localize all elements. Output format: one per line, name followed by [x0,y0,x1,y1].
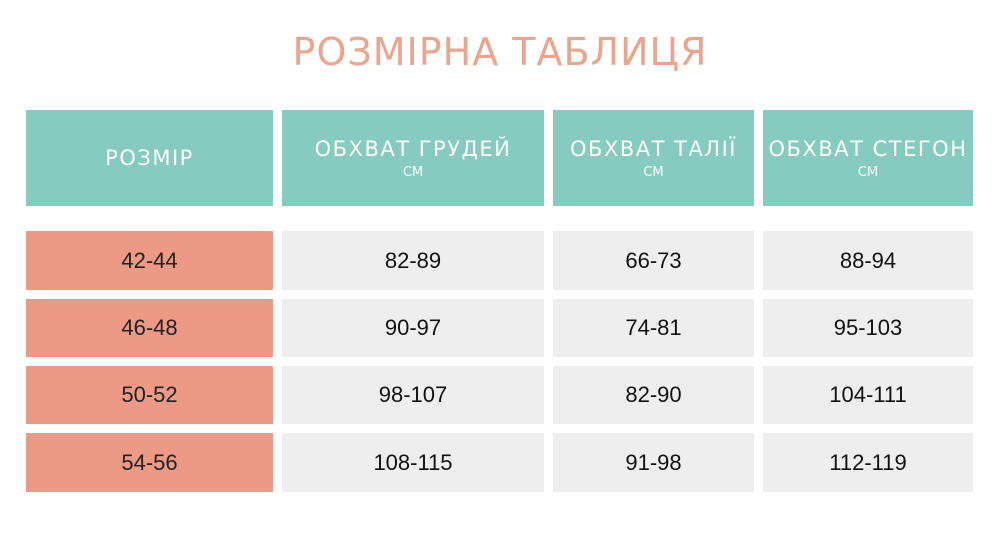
header-label: РОЗМІР [105,146,194,170]
header-label: ОБХВАТ ГРУДЕЙ [314,136,512,161]
header-cell: ОБХВАТ СТЕГОН СМ [763,110,973,206]
header-label: ОБХВАТ СТЕГОН [768,136,968,161]
measure-cell: 112-119 [763,433,973,492]
header-cell: РОЗМІР [26,110,273,206]
size-cell: 54-56 [26,433,273,492]
measure-cell: 95-103 [763,299,973,357]
measure-cell: 90-97 [282,299,544,357]
page-title: РОЗМІРНА ТАБЛИЦЯ [292,30,708,74]
measure-cell: 108-115 [282,433,544,492]
measure-cell: 88-94 [763,231,973,290]
header-unit: СМ [643,164,664,180]
header-cell: ОБХВАТ ТАЛІЇ СМ [553,110,754,206]
measure-cell: 98-107 [282,366,544,424]
header-unit: СМ [857,164,879,180]
size-cell: 50-52 [26,366,273,424]
measure-cell: 66-73 [553,231,754,290]
header-label: ОБХВАТ ТАЛІЇ [570,136,737,161]
header-unit: СМ [402,164,424,180]
measure-cell: 82-89 [282,231,544,290]
measure-cell: 104-111 [763,366,973,424]
size-cell: 46-48 [26,299,273,357]
measure-cell: 82-90 [553,366,754,424]
measure-cell: 91-98 [553,433,754,492]
measure-cell: 74-81 [553,299,754,357]
size-cell: 42-44 [26,231,273,290]
header-cell: ОБХВАТ ГРУДЕЙ СМ [282,110,544,206]
